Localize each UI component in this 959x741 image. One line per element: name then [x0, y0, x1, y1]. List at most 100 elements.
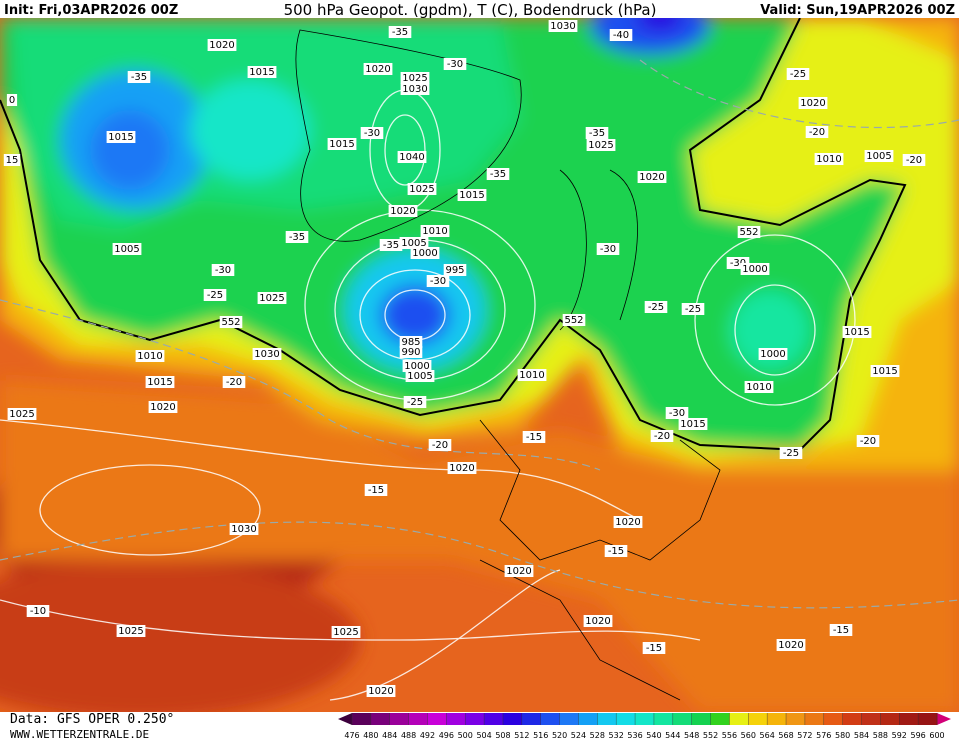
isobar-label: 1010	[746, 382, 771, 393]
low-central-core	[380, 285, 450, 345]
colorbar-swatch	[540, 713, 561, 725]
colorbar-label: 596	[910, 731, 925, 740]
isobar-label: 1015	[844, 327, 869, 338]
isobar-label: 1025	[118, 626, 143, 637]
isobar-label: 1015	[459, 190, 484, 201]
isobar-label: 1025	[402, 73, 427, 84]
isobar-label-box	[399, 336, 423, 348]
isobar-label: 1015	[108, 132, 133, 143]
isobar-label: -25	[685, 304, 701, 315]
isobar-label-box	[609, 29, 633, 41]
isobar-label: 1020	[368, 686, 393, 697]
colorbar-swatch	[352, 713, 372, 725]
isobar-label-box	[400, 83, 430, 95]
isobar-label-box	[758, 348, 788, 360]
isobar-label-box	[583, 615, 613, 627]
isobar-label: 1010	[137, 351, 162, 362]
colorbar-swatch	[861, 713, 881, 725]
isobar-label: 1025	[9, 409, 34, 420]
isobar-label: 990	[401, 347, 420, 358]
isobar-label-box	[399, 237, 429, 249]
isobar-label: -30	[447, 59, 463, 70]
isobar-label-box	[443, 58, 467, 70]
isobar-label-box	[829, 624, 853, 636]
colorbar-label: 560	[741, 731, 756, 740]
isobar-label-box	[457, 189, 487, 201]
isobar-label-box	[842, 326, 872, 338]
colorbar-swatch	[710, 713, 730, 725]
colorbar-label: 572	[797, 731, 812, 740]
isobar-label: -25	[207, 290, 223, 301]
isobar-label-box	[407, 183, 437, 195]
isobar-label: -35	[289, 232, 305, 243]
isobar-label-box	[443, 264, 467, 276]
colorbar-label: 504	[476, 731, 491, 740]
isobar-label: 1005	[866, 151, 891, 162]
data-source: Data: GFS OPER 0.250°	[10, 712, 174, 727]
colorbar-label: 580	[835, 731, 850, 740]
colorbar-label: 520	[552, 731, 567, 740]
isobar-label: -30	[669, 408, 685, 419]
isobar-label-box	[257, 292, 287, 304]
isobar-label: -15	[833, 625, 849, 636]
isobar-label-box	[798, 97, 828, 109]
colorbar-swatch	[370, 713, 391, 725]
isobar-label-box	[650, 430, 674, 442]
isobar-label: -25	[648, 302, 664, 313]
isobar-label: 1000	[412, 248, 437, 259]
isobar-label: 1030	[402, 84, 427, 95]
isobar-label-box	[447, 462, 477, 474]
isobar-label-box	[486, 168, 510, 180]
isobar-label-box	[7, 408, 37, 420]
isobar-label: 1040	[399, 152, 424, 163]
isobar-label: 1015	[329, 139, 354, 150]
isobar-label-box	[426, 275, 450, 287]
isobar-label-box	[678, 418, 708, 430]
isobar-label-box	[203, 289, 227, 301]
isobar-label-box	[112, 243, 142, 255]
isobar-label-box	[366, 685, 396, 697]
isobar-label-box	[252, 348, 282, 360]
isobar-label-box	[400, 72, 430, 84]
isobar-label-box	[740, 263, 770, 275]
isobar-label-box	[681, 303, 705, 315]
isobar-label: 0	[9, 95, 15, 106]
isobar-label-box	[805, 126, 829, 138]
colorbar-swatch	[786, 713, 806, 725]
colorbar-swatch	[653, 713, 674, 725]
isobar-label: 1025	[259, 293, 284, 304]
isobar-label-box	[586, 139, 616, 151]
isobar-label: 1025	[588, 140, 613, 151]
isobar-label: 1020	[209, 40, 234, 51]
isobar-label: 552	[221, 317, 240, 328]
isobar-label-box	[504, 565, 534, 577]
isobar-label: 1015	[249, 67, 274, 78]
isobar-label: -15	[608, 546, 624, 557]
isobar-label-box	[779, 447, 803, 459]
isobar-label: -15	[368, 485, 384, 496]
colorbar-label: 556	[722, 731, 737, 740]
colorbar-label: 584	[854, 731, 869, 740]
colorbar-label: 544	[665, 731, 680, 740]
colorbar-swatch	[616, 713, 636, 725]
colorbar-label: 568	[778, 731, 793, 740]
isobar-label-box	[397, 151, 427, 163]
isobar-label-box	[116, 625, 146, 637]
isobar-label: 1005	[114, 244, 139, 255]
isobar-label: 552	[564, 315, 583, 326]
isobar-label-box	[148, 401, 178, 413]
isobar-label-box	[870, 365, 900, 377]
colorbar-swatch	[767, 713, 787, 725]
isobar-label-box	[776, 639, 806, 651]
isobar-label: -35	[383, 240, 399, 251]
colorbar: 476 480 484 488 492 496 500 504 508 512 516 520 524 5…	[338, 713, 951, 740]
colorbar-label: 516	[533, 731, 548, 740]
colorbar-swatch	[484, 713, 504, 725]
isobar-label-box	[856, 435, 880, 447]
isobar-label: 1025	[333, 627, 358, 638]
isobar-label: 1020	[506, 566, 531, 577]
isobar-label: 1020	[585, 616, 610, 627]
isobar-label: 1015	[872, 366, 897, 377]
